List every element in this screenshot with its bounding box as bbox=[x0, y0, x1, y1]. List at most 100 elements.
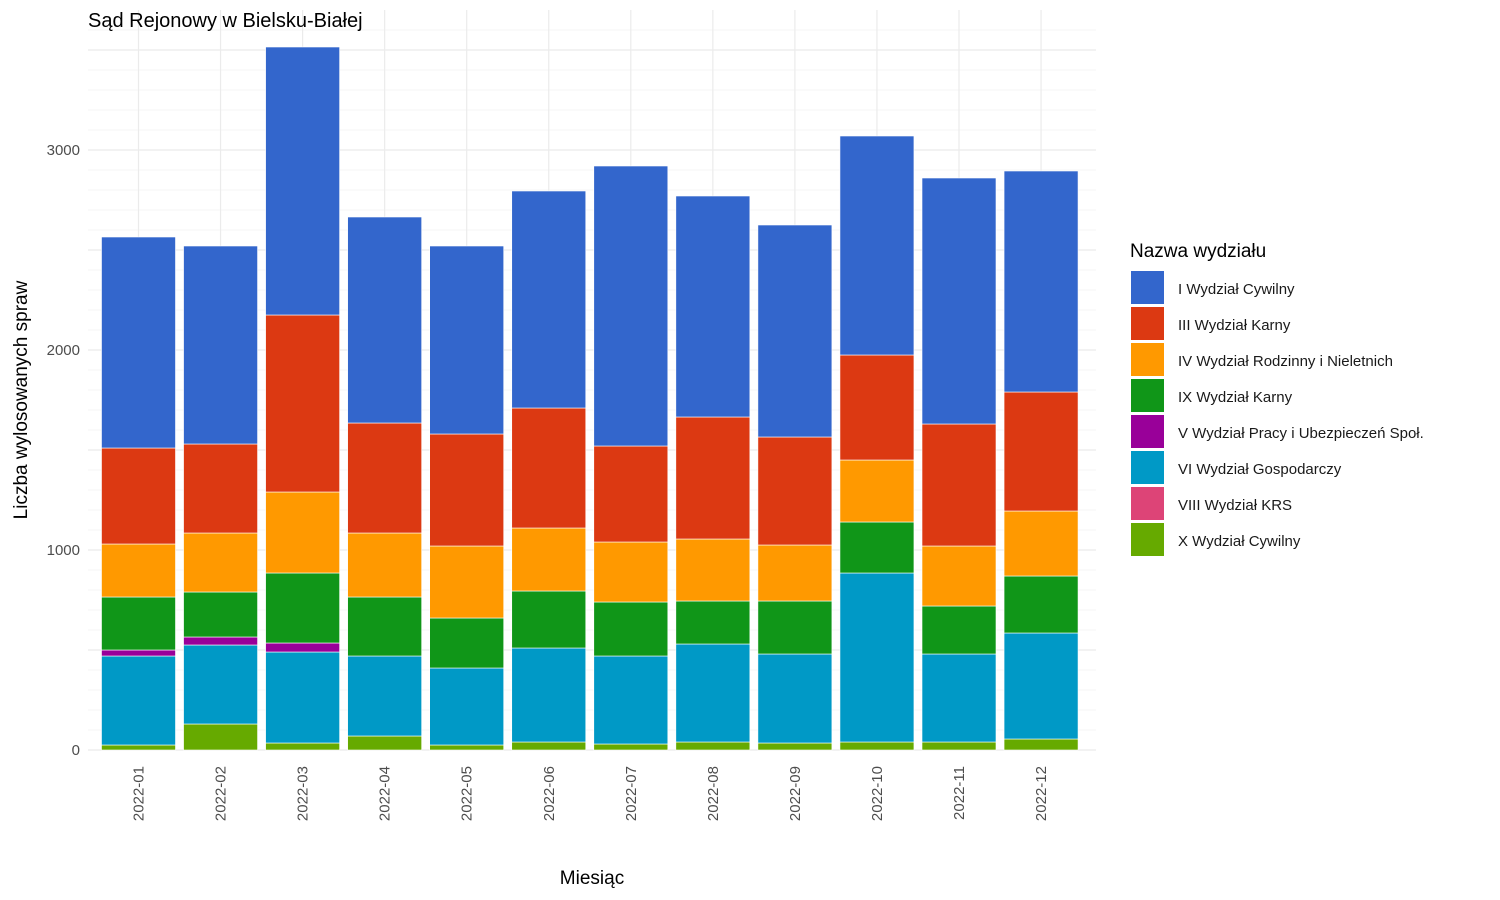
bar-stack-2022-06 bbox=[511, 190, 587, 751]
bar-segment bbox=[839, 354, 915, 461]
legend-item: I Wydział Cywilny bbox=[1131, 271, 1295, 304]
bar-segment bbox=[921, 653, 997, 743]
bar-segment bbox=[511, 647, 587, 743]
bar-segment bbox=[593, 601, 669, 657]
legend-item: III Wydział Karny bbox=[1131, 307, 1291, 340]
legend-swatch bbox=[1131, 379, 1164, 412]
legend-swatch bbox=[1131, 415, 1164, 448]
bar-segment bbox=[511, 190, 587, 409]
x-tick-label: 2022-08 bbox=[705, 766, 722, 821]
x-tick-label: 2022-09 bbox=[787, 766, 804, 821]
legend-label: III Wydział Karny bbox=[1178, 317, 1291, 334]
bar-segment bbox=[593, 655, 669, 745]
x-tick-label: 2022-10 bbox=[869, 766, 886, 821]
bar-segment bbox=[921, 177, 997, 425]
bar-segment bbox=[265, 642, 340, 653]
bar-segment bbox=[675, 416, 751, 540]
bar-segment bbox=[921, 545, 997, 607]
bar-segment bbox=[429, 617, 505, 669]
bar-segment bbox=[675, 600, 751, 645]
bar-segment bbox=[183, 723, 258, 751]
legend-label: V Wydział Pracy i Ubezpieczeń Społ. bbox=[1178, 425, 1424, 442]
legend-swatch bbox=[1131, 487, 1164, 520]
legend-swatch bbox=[1131, 271, 1164, 304]
bar-segment bbox=[839, 572, 915, 743]
bar-segment bbox=[429, 667, 505, 746]
bar-segment bbox=[921, 741, 997, 751]
bar-segment bbox=[921, 423, 997, 547]
y-axis-title: Liczba wylosowanych spraw bbox=[11, 280, 32, 519]
bar-stack-2022-01 bbox=[101, 236, 176, 751]
bar-segment bbox=[101, 744, 176, 751]
legend: I Wydział Cywilny III Wydział Karny IV Wyd… bbox=[1131, 271, 1424, 556]
legend-swatch bbox=[1131, 451, 1164, 484]
bar-segment bbox=[183, 636, 258, 646]
bar-segment bbox=[265, 742, 340, 751]
bar-segment bbox=[265, 314, 340, 493]
bar-segment bbox=[1003, 575, 1079, 634]
bar-segment bbox=[675, 195, 751, 418]
x-tick-label: 2022-05 bbox=[459, 766, 476, 821]
bar-segment bbox=[183, 245, 258, 445]
bar-segment bbox=[839, 741, 915, 751]
legend-label: VI Wydział Gospodarczy bbox=[1178, 461, 1342, 478]
bar-segment bbox=[1003, 632, 1079, 740]
bar-segment bbox=[675, 643, 751, 743]
bar-segment bbox=[347, 596, 422, 657]
bar-stack-2022-10 bbox=[839, 135, 915, 751]
bar-segment bbox=[1003, 391, 1079, 512]
y-axis-ticks: 0 1000 2000 3000 bbox=[47, 142, 80, 759]
bar-segment bbox=[429, 433, 505, 547]
bar-segment bbox=[511, 741, 587, 751]
x-tick-label: 2022-04 bbox=[377, 766, 394, 821]
bar-segment bbox=[593, 165, 669, 447]
bar-segment bbox=[183, 443, 258, 534]
bar-segment bbox=[347, 655, 422, 737]
bar-segment bbox=[101, 655, 176, 746]
y-tick-label: 1000 bbox=[47, 542, 80, 559]
bar-segment bbox=[265, 651, 340, 744]
legend-item: VIII Wydział KRS bbox=[1131, 487, 1292, 520]
legend-item: V Wydział Pracy i Ubezpieczeń Społ. bbox=[1131, 415, 1424, 448]
bar-segment bbox=[511, 590, 587, 649]
bar-segment bbox=[347, 216, 422, 424]
bar-stack-2022-11 bbox=[921, 177, 997, 751]
bar-segment bbox=[757, 653, 833, 744]
legend-item: IX Wydział Karny bbox=[1131, 379, 1293, 412]
bar-segment bbox=[839, 135, 915, 356]
bar-stack-2022-02 bbox=[183, 245, 258, 751]
bar-segment bbox=[757, 544, 833, 602]
bar-segment bbox=[1003, 170, 1079, 393]
bar-segment bbox=[1003, 510, 1079, 577]
bar-segment bbox=[839, 521, 915, 574]
x-tick-label: 2022-03 bbox=[295, 766, 312, 821]
bar-segment bbox=[1003, 738, 1079, 751]
bar-segment bbox=[593, 541, 669, 603]
bar-segment bbox=[265, 491, 340, 574]
legend-label: X Wydział Cywilny bbox=[1178, 533, 1301, 550]
bar-segment bbox=[347, 532, 422, 598]
bar-segment bbox=[757, 224, 833, 438]
bar-stack-2022-09 bbox=[757, 224, 833, 751]
y-tick-label: 2000 bbox=[47, 342, 80, 359]
chart-title: Sąd Rejonowy w Bielsku-Białej bbox=[88, 10, 363, 32]
legend-swatch bbox=[1131, 523, 1164, 556]
x-tick-label: 2022-07 bbox=[623, 766, 640, 821]
bar-segment bbox=[183, 591, 258, 638]
bar-segment bbox=[101, 596, 176, 651]
bars bbox=[101, 46, 1079, 751]
bar-segment bbox=[921, 605, 997, 655]
y-tick-label: 3000 bbox=[47, 142, 80, 159]
bar-stack-2022-03 bbox=[265, 46, 340, 751]
x-tick-label: 2022-12 bbox=[1033, 766, 1050, 821]
y-tick-label: 0 bbox=[72, 742, 80, 759]
bar-segment bbox=[101, 649, 176, 657]
legend-item: VI Wydział Gospodarczy bbox=[1131, 451, 1342, 484]
bar-segment bbox=[265, 46, 340, 316]
bar-segment bbox=[429, 545, 505, 619]
bar-segment bbox=[511, 527, 587, 592]
bar-segment bbox=[511, 407, 587, 529]
legend-label: IV Wydział Rodzinny i Nieletnich bbox=[1178, 353, 1393, 370]
x-axis-ticks: 2022-01 2022-02 2022-03 2022-04 2022-05 2022-… bbox=[131, 766, 1051, 821]
